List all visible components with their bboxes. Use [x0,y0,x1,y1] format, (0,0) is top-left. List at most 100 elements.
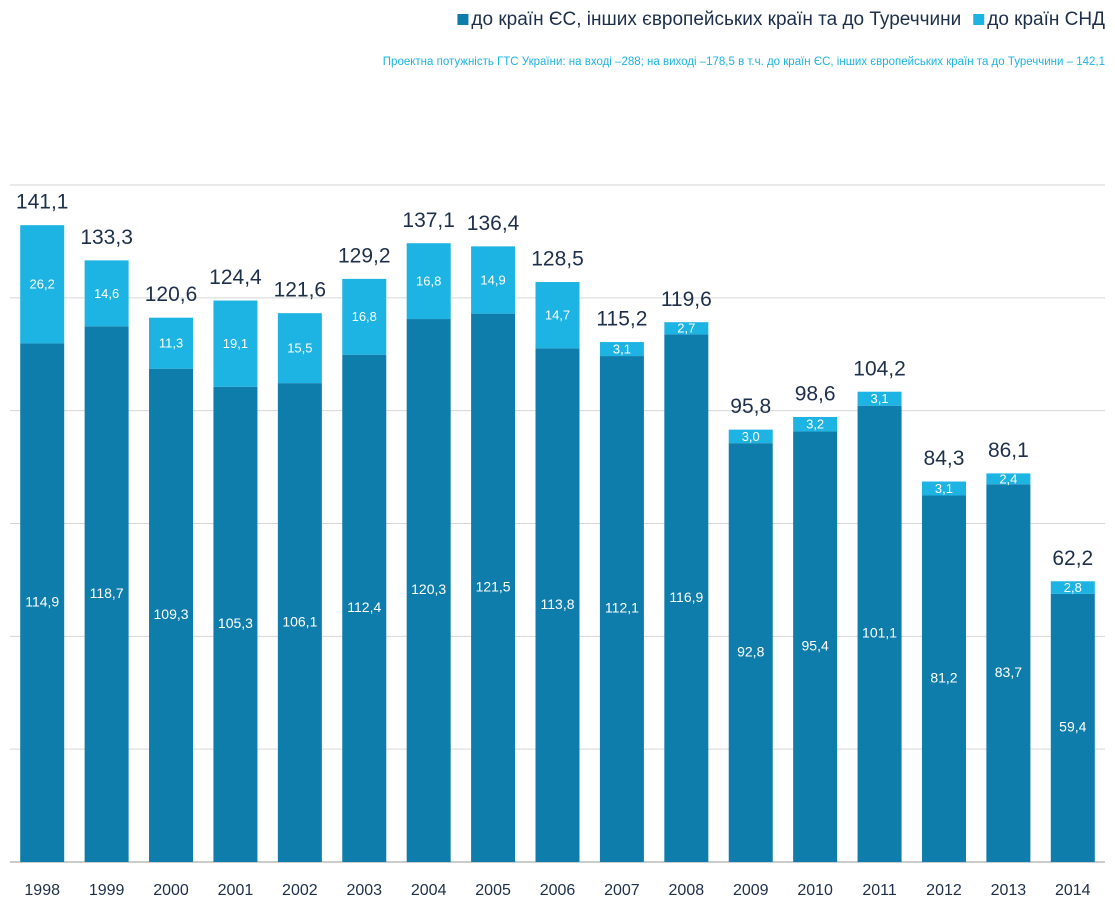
data-label: 26,2 [30,277,55,292]
data-label: 118,7 [90,585,124,601]
data-label: 14,9 [480,272,505,287]
data-label: 116,9 [669,589,703,605]
total-label: 115,2 [596,308,647,331]
bar-segment [728,443,773,862]
data-label: 15,5 [287,341,312,356]
data-label: 3,1 [871,391,889,406]
x-tick-label: 2001 [218,882,254,899]
data-label: 114,9 [25,593,59,609]
x-tick-label: 2009 [733,882,769,899]
bar-segment [728,429,773,444]
data-label: 3,0 [742,429,760,444]
data-label: 16,8 [416,274,441,289]
data-label: 105,3 [218,615,253,631]
data-label: 92,8 [737,643,764,659]
bar-segment [84,326,129,862]
total-label: 124,4 [209,266,262,289]
total-label: 120,6 [145,283,198,306]
data-label: 59,4 [1059,719,1086,735]
data-label: 2,8 [1064,580,1082,595]
total-label: 119,6 [661,288,712,311]
chart-subtitle: Проектна потужність ГТС України: на вход… [383,56,1105,68]
total-label: 86,1 [988,439,1029,462]
x-tick-label: 2002 [282,882,318,899]
x-tick-label: 2006 [540,882,576,899]
x-tick-label: 2014 [1055,882,1091,899]
bar-segment [664,322,709,335]
bar-segment [857,391,902,406]
x-tick-label: 2007 [604,882,640,899]
bar-segment [149,317,194,369]
data-label: 101,1 [862,625,897,641]
data-label: 19,1 [223,336,248,351]
bar-segment [471,246,516,314]
total-label: 98,6 [795,383,836,406]
data-label: 95,4 [802,637,829,653]
bar-segment [213,386,258,862]
bar-segment [149,368,194,862]
data-label: 83,7 [995,664,1022,680]
data-label: 3,1 [935,481,953,496]
bar-segment [857,405,902,862]
bar-segment [599,356,644,862]
data-label: 14,7 [545,308,570,323]
data-label: 120,3 [411,581,446,597]
legend-swatch [973,14,985,25]
bar-segment [20,343,65,863]
bar-segment [213,300,258,387]
x-tick-label: 2004 [411,882,447,899]
bar-segment [793,416,838,432]
bar-segment [20,225,65,344]
data-label: 81,2 [930,669,957,685]
bar-segment [471,313,516,862]
data-label: 121,5 [476,579,511,595]
data-label: 2,7 [677,321,695,336]
x-tick-label: 2012 [926,882,962,899]
bar-segment [277,383,322,862]
bar-segment [342,354,387,862]
data-label: 16,8 [352,309,377,324]
x-tick-label: 2000 [153,882,189,899]
bar-segment [342,278,387,355]
total-label: 137,1 [402,209,455,232]
total-label: 104,2 [853,357,906,380]
bar-segment [599,342,644,357]
data-label: 112,4 [347,599,381,615]
total-label: 128,5 [531,248,584,271]
bar-segment [986,473,1031,485]
x-tick-label: 2005 [475,882,511,899]
data-label: 113,8 [541,596,575,612]
x-tick-label: 2010 [797,882,833,899]
bar-segment [793,431,838,862]
total-label: 121,6 [274,279,327,302]
bar-segment [1050,593,1095,862]
x-tick-label: 2011 [862,882,897,899]
total-label: 95,8 [730,395,771,418]
total-label: 84,3 [924,447,965,470]
x-tick-label: 2003 [346,882,382,899]
total-label: 133,3 [80,226,133,249]
x-tick-label: 2008 [669,882,705,899]
legend-label: до країн ЄС, інших європейських країн та… [471,9,961,30]
legend-swatch [457,14,469,25]
bar-segment [84,260,129,327]
bar-segment [406,319,451,862]
bar-segment [535,348,580,862]
legend-label: до країн СНД [987,9,1105,30]
bar-segment [277,313,322,384]
data-label: 3,2 [806,417,824,432]
x-tick-label: 2013 [991,882,1027,899]
bar-segment [535,282,580,349]
total-label: 136,4 [467,212,520,235]
bar-segment [406,243,451,320]
total-label: 62,2 [1052,547,1093,570]
data-label: 112,1 [605,600,639,616]
x-tick-label: 1998 [24,882,60,899]
bar-segment [921,481,966,496]
bar-segment [921,495,966,862]
bar-segment [986,484,1031,862]
bar-segment [664,334,709,862]
x-tick-label: 1999 [89,882,125,899]
data-label: 14,6 [94,286,119,301]
